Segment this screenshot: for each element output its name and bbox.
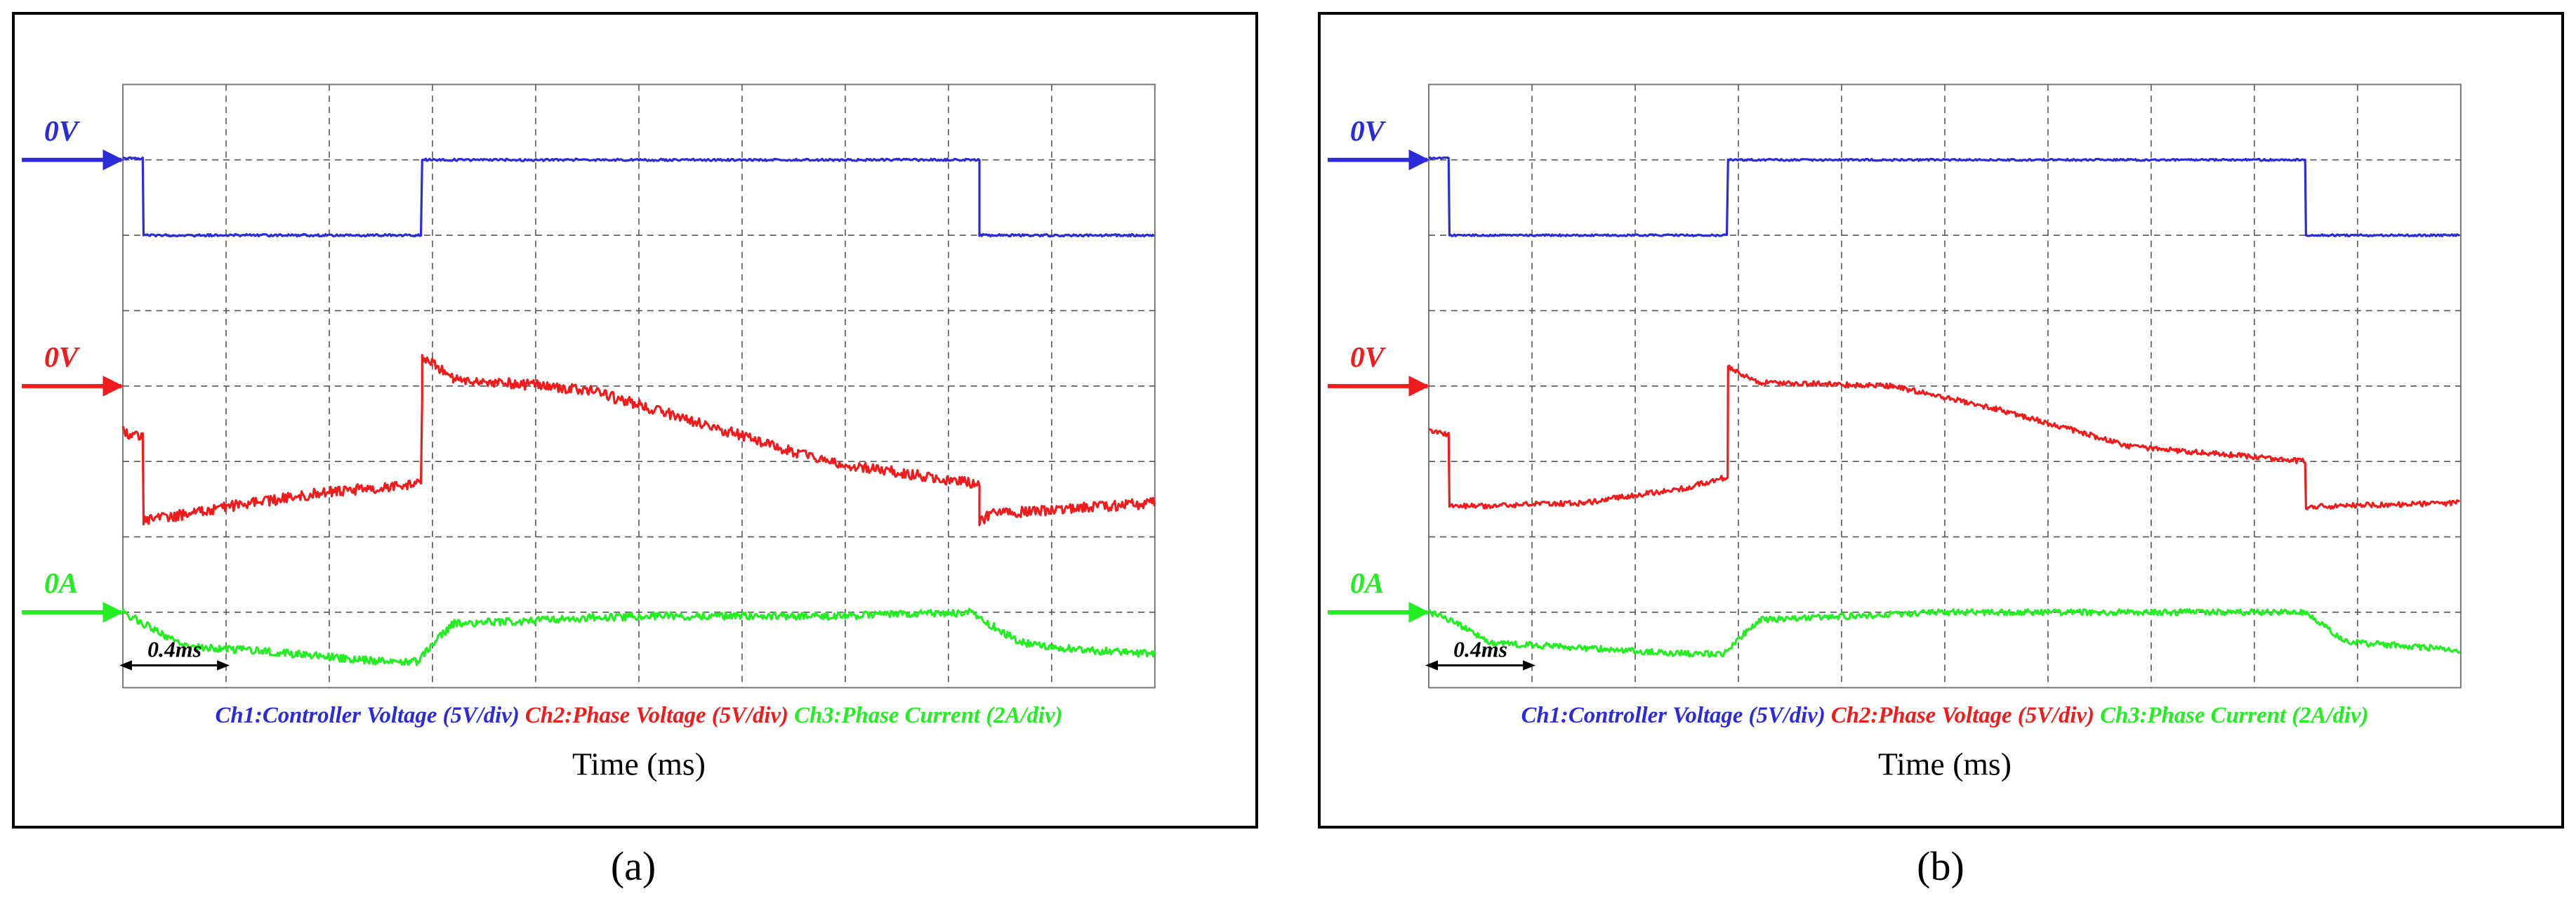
legend-entry-ch2: Ch2:Phase Voltage (5V/div) (520, 703, 788, 728)
trace-ch1 (122, 156, 1155, 238)
ref-label-ch3: 0A (44, 567, 79, 600)
ref-label-ch2: 0V (1350, 341, 1387, 374)
trace-ch3 (1427, 608, 2461, 658)
ref-label-ch1: 0V (44, 115, 81, 147)
trace-ch2 (121, 353, 1156, 527)
oscilloscope-chart-b: 0V 0V 0A 0.4ms Ch1:Controller Voltage (5V/di… (1328, 84, 2462, 782)
trace-ch1 (1428, 156, 2460, 237)
legend-entry-ch2: Ch2:Phase Voltage (5V/div) (1825, 703, 2094, 728)
panel-caption-b: (b) (1917, 843, 1964, 889)
legend: Ch1:Controller Voltage (5V/div) Ch2:Phas… (215, 703, 1062, 728)
x-axis-label: Time (ms) (1878, 746, 2012, 782)
scope-panel-a: 0V 0V 0A 0.4ms Ch1:Controller Voltage (5V/di… (12, 12, 1258, 829)
trace-ch3 (121, 607, 1156, 666)
time-scale-label: 0.4ms (1453, 638, 1507, 662)
oscilloscope-chart-a: 0V 0V 0A 0.4ms Ch1:Controller Voltage (5V/di… (22, 84, 1156, 782)
ref-label-ch3: 0A (1350, 567, 1385, 600)
trace-ch2 (1428, 364, 2460, 510)
time-scale-label: 0.4ms (147, 638, 202, 662)
legend: Ch1:Controller Voltage (5V/div) Ch2:Phas… (1521, 703, 2368, 728)
legend-entry-ch1: Ch1:Controller Voltage (5V/div) (1521, 703, 1825, 728)
legend-entry-ch1: Ch1:Controller Voltage (5V/div) (215, 703, 519, 728)
legend-entry-ch3: Ch3:Phase Current (2A/div) (788, 703, 1063, 728)
legend-entry-ch3: Ch3:Phase Current (2A/div) (2094, 703, 2369, 728)
ref-label-ch1: 0V (1350, 115, 1387, 147)
x-axis-label: Time (ms) (572, 746, 706, 782)
ref-label-ch2: 0V (44, 341, 81, 374)
scope-panel-b: 0V 0V 0A 0.4ms Ch1:Controller Voltage (5V/di… (1318, 12, 2564, 829)
panel-caption-a: (a) (610, 843, 656, 889)
